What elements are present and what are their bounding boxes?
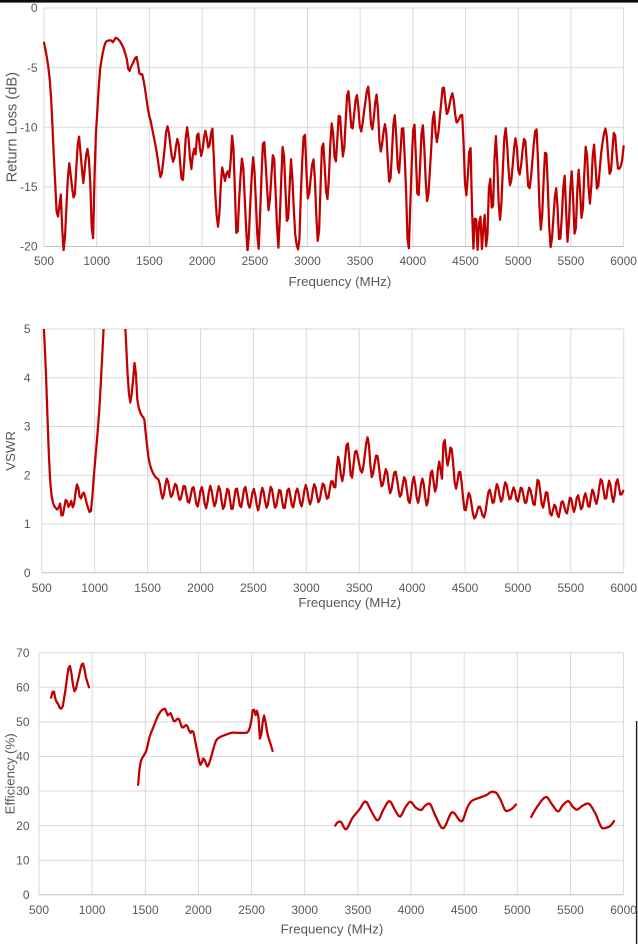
svg-text:1500: 1500 — [134, 581, 161, 595]
svg-text:6000: 6000 — [610, 903, 637, 917]
svg-text:-10: -10 — [20, 120, 38, 134]
svg-text:-15: -15 — [20, 180, 38, 194]
svg-text:40: 40 — [16, 750, 30, 764]
svg-text:5500: 5500 — [557, 581, 584, 595]
svg-text:5500: 5500 — [557, 903, 584, 917]
svg-text:3000: 3000 — [293, 581, 320, 595]
svg-text:5000: 5000 — [504, 903, 531, 917]
svg-text:2000: 2000 — [185, 903, 212, 917]
svg-text:2000: 2000 — [189, 254, 216, 268]
svg-text:4: 4 — [24, 371, 31, 385]
svg-text:VSWR: VSWR — [3, 431, 18, 471]
svg-text:5000: 5000 — [505, 581, 532, 595]
svg-text:3500: 3500 — [345, 903, 372, 917]
svg-text:6000: 6000 — [610, 254, 637, 268]
svg-text:3: 3 — [24, 420, 31, 434]
svg-text:0: 0 — [24, 566, 31, 580]
svg-text:2500: 2500 — [240, 581, 267, 595]
svg-text:Efficiency (%): Efficiency (%) — [3, 733, 18, 814]
svg-text:2000: 2000 — [187, 581, 214, 595]
svg-text:-20: -20 — [20, 240, 38, 254]
svg-text:5000: 5000 — [505, 254, 532, 268]
svg-text:-5: -5 — [27, 61, 38, 75]
svg-text:Frequency (MHz): Frequency (MHz) — [289, 274, 392, 289]
svg-text:500: 500 — [29, 903, 49, 917]
svg-text:2: 2 — [24, 468, 31, 482]
svg-text:60: 60 — [16, 681, 30, 695]
svg-text:1: 1 — [24, 517, 31, 531]
svg-text:20: 20 — [16, 819, 30, 833]
svg-text:2500: 2500 — [238, 903, 265, 917]
svg-text:6000: 6000 — [610, 581, 637, 595]
svg-text:1000: 1000 — [79, 903, 106, 917]
svg-text:4000: 4000 — [398, 903, 425, 917]
svg-text:0: 0 — [31, 1, 38, 15]
svg-text:50: 50 — [16, 715, 30, 729]
svg-text:500: 500 — [32, 581, 52, 595]
svg-text:1500: 1500 — [136, 254, 163, 268]
svg-text:500: 500 — [34, 254, 54, 268]
svg-text:30: 30 — [16, 784, 30, 798]
svg-text:4500: 4500 — [452, 581, 479, 595]
svg-text:10: 10 — [16, 853, 30, 867]
svg-text:0: 0 — [23, 888, 30, 902]
svg-text:2500: 2500 — [241, 254, 268, 268]
svg-text:3500: 3500 — [346, 581, 373, 595]
svg-text:3000: 3000 — [294, 254, 321, 268]
svg-text:1000: 1000 — [83, 254, 110, 268]
svg-text:4500: 4500 — [451, 903, 478, 917]
svg-text:Frequency (MHz): Frequency (MHz) — [281, 922, 384, 937]
svg-text:Frequency (MHz): Frequency (MHz) — [298, 595, 401, 610]
svg-text:3000: 3000 — [291, 903, 318, 917]
svg-text:1500: 1500 — [132, 903, 159, 917]
svg-text:70: 70 — [16, 646, 30, 660]
svg-text:5500: 5500 — [558, 254, 585, 268]
svg-text:1000: 1000 — [81, 581, 108, 595]
svg-text:3500: 3500 — [347, 254, 374, 268]
svg-text:5: 5 — [24, 322, 31, 336]
svg-text:4500: 4500 — [452, 254, 479, 268]
svg-text:4000: 4000 — [399, 254, 426, 268]
svg-text:Return Loss (dB): Return Loss (dB) — [5, 72, 21, 182]
svg-text:4000: 4000 — [399, 581, 426, 595]
